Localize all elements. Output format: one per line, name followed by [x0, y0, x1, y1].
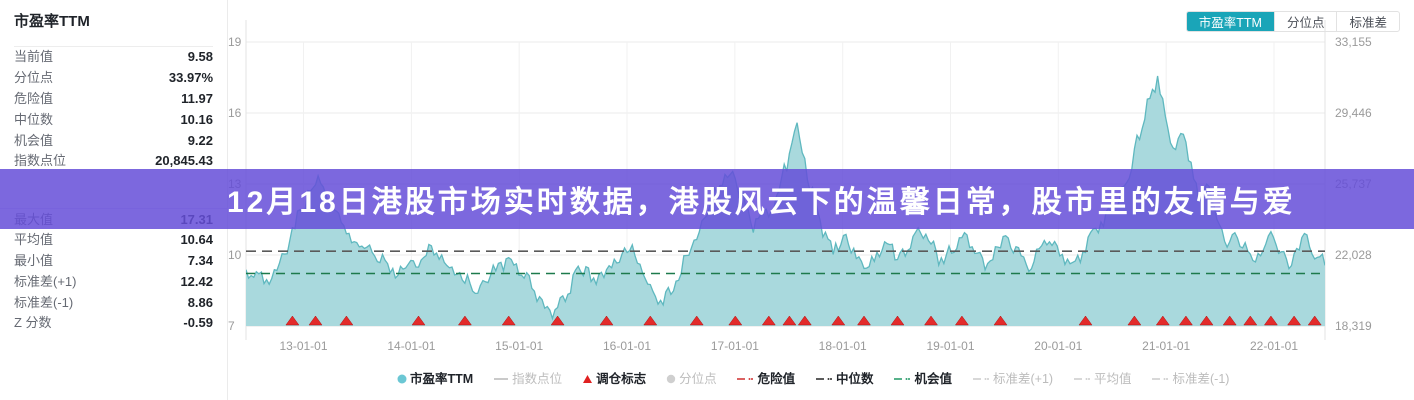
- svg-text:20-01-01: 20-01-01: [1034, 339, 1082, 353]
- svg-text:18,319: 18,319: [1335, 319, 1372, 333]
- svg-text:14-01-01: 14-01-01: [387, 339, 435, 353]
- svg-text:10: 10: [228, 248, 242, 262]
- svg-text:16-01-01: 16-01-01: [603, 339, 651, 353]
- svg-text:7: 7: [228, 319, 235, 333]
- svg-text:22,028: 22,028: [1335, 248, 1372, 262]
- svg-text:13-01-01: 13-01-01: [279, 339, 327, 353]
- svg-text:19: 19: [228, 35, 242, 49]
- svg-text:17-01-01: 17-01-01: [711, 339, 759, 353]
- svg-text:15-01-01: 15-01-01: [495, 339, 543, 353]
- svg-text:16: 16: [228, 106, 242, 120]
- svg-text:22-01-01: 22-01-01: [1250, 339, 1298, 353]
- svg-text:33,155: 33,155: [1335, 35, 1372, 49]
- svg-text:21-01-01: 21-01-01: [1142, 339, 1190, 353]
- svg-text:18-01-01: 18-01-01: [819, 339, 867, 353]
- svg-text:19-01-01: 19-01-01: [926, 339, 974, 353]
- svg-text:29,446: 29,446: [1335, 106, 1372, 120]
